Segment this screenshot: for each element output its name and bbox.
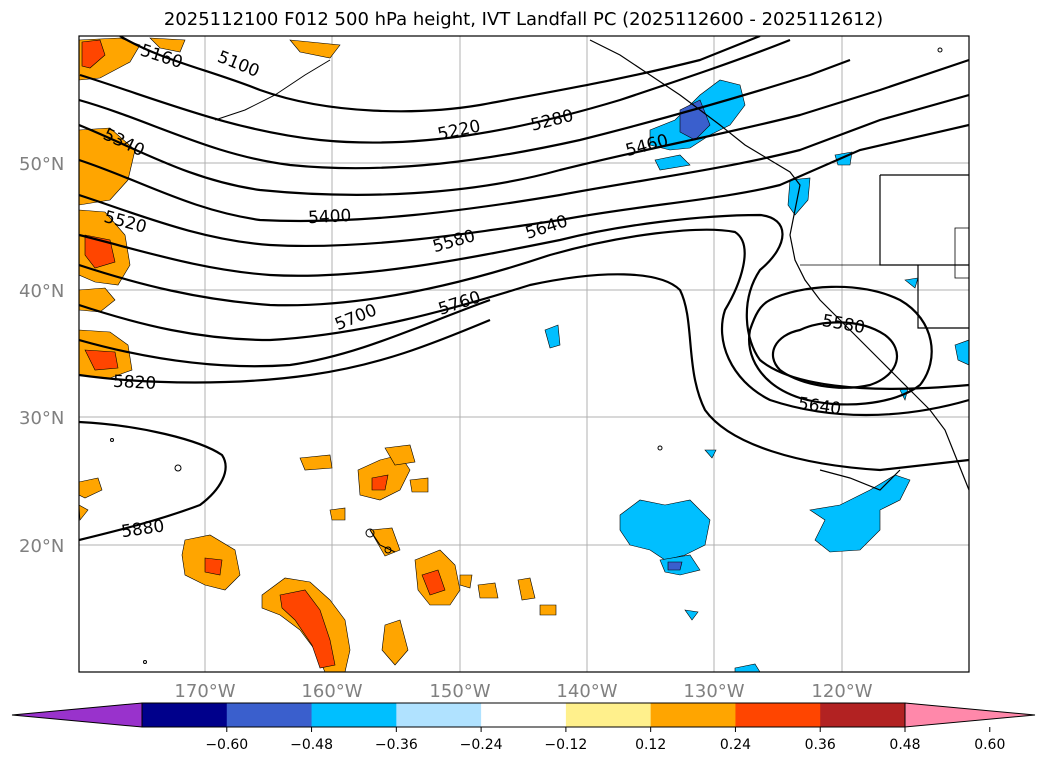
lon-label-130w: 130°W — [683, 681, 744, 702]
colorbar-segment — [820, 703, 906, 727]
colorbar-tick-label: 0.60 — [974, 737, 1005, 753]
map-title: 2025112100 F012 500 hPa height, IVT Land… — [163, 9, 884, 30]
lon-label-120w: 120°W — [811, 681, 872, 702]
islands — [110, 47, 943, 664]
colorbar-segment — [735, 703, 821, 727]
colorbar-segment — [481, 703, 567, 727]
map-frame — [78, 35, 970, 673]
colorbar-tick-label: −0.12 — [544, 737, 587, 753]
colorbar-extend-low — [11, 702, 143, 728]
ivt-positive-shading — [79, 37, 557, 672]
lon-label-140w: 140°W — [556, 681, 617, 702]
colorbar-tick-label: −0.24 — [460, 737, 503, 753]
contour-label-5400: 5400 — [308, 206, 352, 228]
lon-label-160w: 160°W — [301, 681, 362, 702]
colorbar-segment — [650, 703, 736, 727]
lat-label-50: 50°N — [19, 154, 64, 175]
colorbar: −0.60 −0.48 −0.36 −0.24 −0.12 0.12 0.24 0.36 0.4… — [11, 702, 1036, 753]
colorbar-tick-label: −0.48 — [290, 737, 333, 753]
colorbar-tick-label: 0.48 — [889, 737, 920, 753]
lat-label-40: 40°N — [19, 281, 64, 302]
colorbar-extend-high — [904, 702, 1036, 728]
colorbar-tick-label: 0.36 — [805, 737, 836, 753]
colorbar-tick-label: −0.36 — [375, 737, 418, 753]
colorbar-segment — [396, 703, 482, 727]
colorbar-segment — [226, 703, 313, 727]
lat-label-20: 20°N — [19, 536, 64, 557]
contour-label-5820: 5820 — [112, 372, 156, 394]
height-contours — [79, 36, 969, 542]
lat-label-30: 30°N — [19, 408, 64, 429]
ivt-negative-shading — [544, 79, 969, 672]
longitude-labels: 170°W 160°W 150°W 140°W 130°W 120°W — [174, 681, 872, 702]
latitude-labels: 50°N 40°N 30°N 20°N — [19, 154, 64, 557]
colorbar-tick-label: 0.12 — [635, 737, 666, 753]
colorbar-tick-label: 0.24 — [720, 737, 751, 753]
colorbar-segment — [142, 703, 228, 727]
colorbar-segment — [311, 703, 397, 727]
graticule — [79, 36, 969, 672]
colorbar-segment — [565, 703, 652, 727]
lon-label-170w: 170°W — [174, 681, 235, 702]
colorbar-tick-label: −0.60 — [205, 737, 248, 753]
colorbar-frame — [141, 702, 906, 728]
lon-label-150w: 150°W — [429, 681, 490, 702]
